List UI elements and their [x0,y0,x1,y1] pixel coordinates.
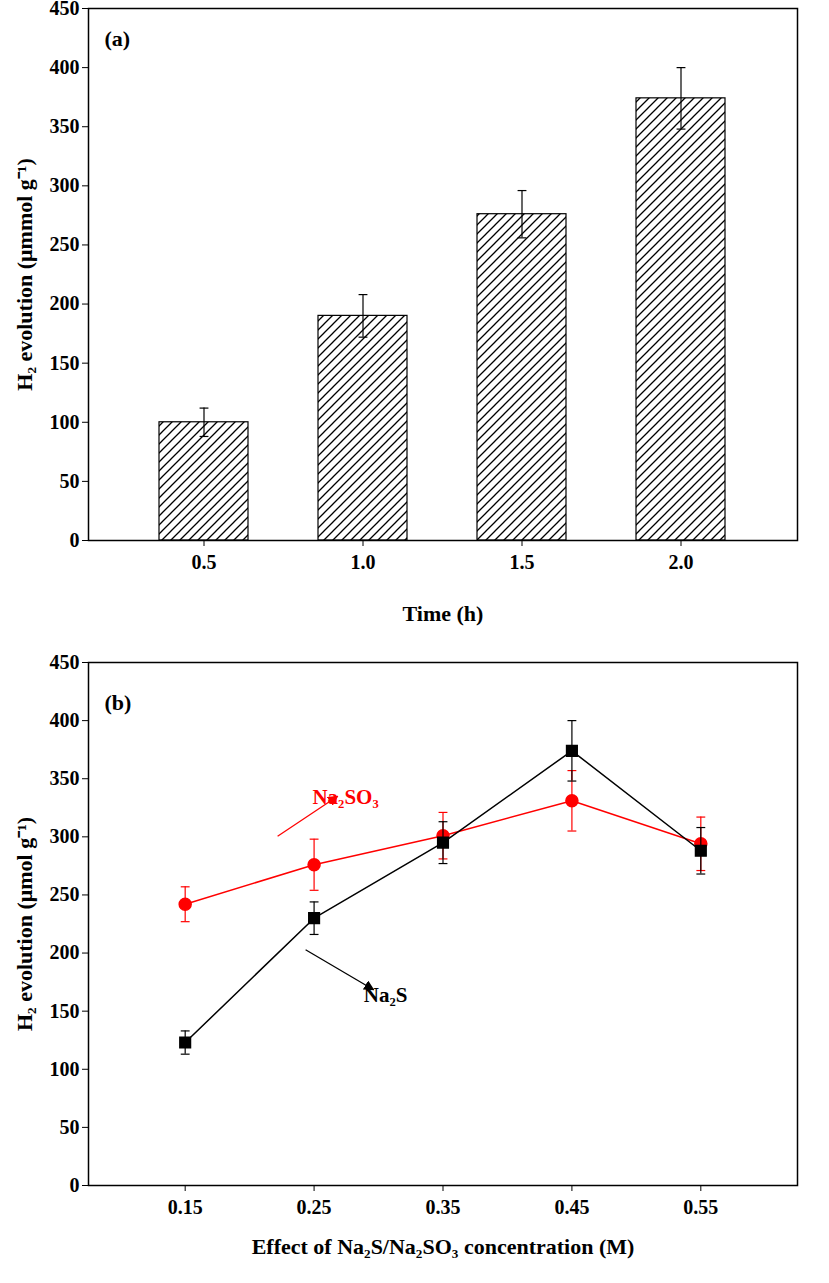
svg-text:0: 0 [70,1174,80,1196]
svg-text:Time (h): Time (h) [403,601,484,626]
svg-text:50: 50 [60,470,80,492]
svg-text:450: 450 [50,651,80,673]
svg-text:50: 50 [60,1116,80,1138]
svg-text:300: 300 [50,825,80,847]
svg-text:0.5: 0.5 [192,551,217,573]
svg-text:450: 450 [50,0,80,19]
svg-text:Na₂S: Na₂S [364,983,408,1007]
svg-text:400: 400 [50,709,80,731]
svg-text:200: 200 [50,941,80,963]
svg-text:400: 400 [50,56,80,78]
svg-text:Na₂SO₃: Na₂SO₃ [312,785,378,809]
svg-text:2.0: 2.0 [669,551,694,573]
svg-text:H₂ evolution (μmol g⁻¹): H₂ evolution (μmol g⁻¹) [12,817,37,1031]
svg-text:250: 250 [50,233,80,255]
svg-text:0.45: 0.45 [554,1196,589,1218]
svg-text:100: 100 [50,1058,80,1080]
svg-text:(b): (b) [105,690,132,715]
svg-text:Effect of Na₂S/Na₂SO₃ concentr: Effect of Na₂S/Na₂SO₃ concentration (M) [252,1234,635,1259]
svg-text:100: 100 [50,411,80,433]
svg-text:0.55: 0.55 [683,1196,718,1218]
svg-text:150: 150 [50,352,80,374]
svg-text:0: 0 [70,529,80,551]
svg-text:300: 300 [50,174,80,196]
svg-text:200: 200 [50,292,80,314]
svg-text:1.5: 1.5 [510,551,535,573]
svg-text:1.0: 1.0 [351,551,376,573]
svg-text:H₂ evolution (μmmol g⁻¹): H₂ evolution (μmmol g⁻¹) [12,158,37,390]
svg-text:150: 150 [50,1000,80,1022]
svg-text:0.15: 0.15 [168,1196,203,1218]
svg-text:350: 350 [50,767,80,789]
svg-text:0.35: 0.35 [426,1196,461,1218]
svg-text:0.25: 0.25 [297,1196,332,1218]
svg-text:(a): (a) [105,26,131,51]
svg-text:350: 350 [50,115,80,137]
svg-text:250: 250 [50,883,80,905]
